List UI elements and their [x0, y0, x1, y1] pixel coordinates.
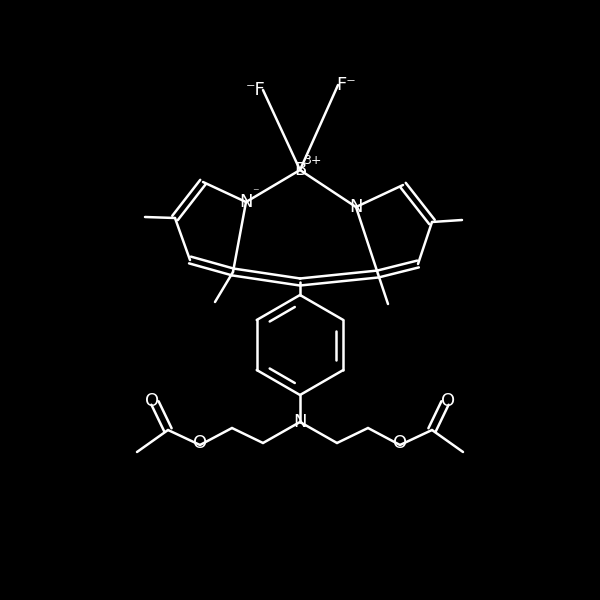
Text: O: O [193, 434, 207, 452]
Text: N: N [293, 413, 307, 431]
Text: N: N [349, 198, 363, 216]
Text: ⁻: ⁻ [251, 187, 259, 199]
Text: B: B [294, 161, 306, 179]
Text: N: N [239, 193, 253, 211]
Text: O: O [393, 434, 407, 452]
Text: F⁻: F⁻ [336, 76, 356, 94]
Text: ⁻F: ⁻F [246, 81, 266, 99]
Text: O: O [441, 392, 455, 410]
Text: O: O [145, 392, 159, 410]
Text: 3+: 3+ [303, 154, 321, 167]
